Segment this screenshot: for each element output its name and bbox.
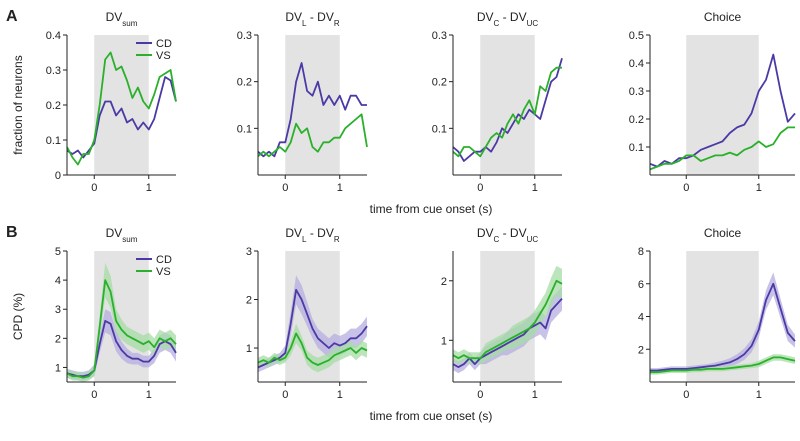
- y-tick-label: 4: [638, 312, 644, 324]
- x-axis-label-row-2: time from cue onset (s): [370, 409, 493, 423]
- y-tick-label: 0.2: [237, 77, 252, 89]
- chart-panel-7: 1 2 0 1 DVC - DVUC: [441, 226, 563, 401]
- x-tick-label: 1: [756, 182, 762, 194]
- series-line-vs: [650, 356, 796, 374]
- legend-label-vs: VS: [156, 50, 171, 62]
- series-line-vs: [66, 51, 177, 166]
- x-tick-label: 0: [477, 182, 483, 194]
- series-line-vs: [649, 126, 795, 171]
- series-line-cd: [650, 282, 796, 372]
- x-tick-label: 1: [337, 389, 343, 401]
- y-axis-label-B: CPD (%): [11, 293, 25, 340]
- y-tick-label: 2: [441, 276, 447, 288]
- x-tick-label: 1: [146, 182, 152, 194]
- y-tick-label: 0.3: [629, 86, 644, 98]
- band-vs: [67, 262, 176, 382]
- chart-title: Choice: [704, 10, 742, 24]
- series-line-vs: [452, 66, 562, 158]
- panel-label-B: B: [6, 224, 18, 241]
- series-line-vs: [257, 332, 368, 366]
- chart-title: DVC - DVUC: [477, 10, 539, 28]
- y-tick-label: 5: [55, 246, 61, 258]
- x-tick-label: 0: [683, 389, 689, 401]
- y-tick-label: 0.3: [432, 30, 447, 42]
- y-tick-label: 0.1: [629, 142, 644, 154]
- panel-label-A: A: [6, 8, 18, 25]
- y-tick-label: 8: [638, 246, 644, 258]
- chart-title: DVsum: [106, 226, 138, 244]
- y-tick-label: 0: [55, 170, 61, 182]
- band-vs: [258, 323, 367, 373]
- chart-panel-8: 2 4 6 8 0 1 Choice: [638, 226, 796, 401]
- x-tick-label: 0: [282, 182, 288, 194]
- chart-panel-3: 0.1 0.2 0.3 0 1 DVC - DVUC: [432, 10, 563, 194]
- chart-title: DVL - DVR: [285, 226, 339, 244]
- y-tick-label: 0.3: [46, 65, 61, 77]
- x-axis-label-row-1: time from cue onset (s): [370, 202, 493, 216]
- x-tick-label: 1: [532, 182, 538, 194]
- series-line-cd: [452, 297, 563, 369]
- legend-label-vs: VS: [156, 266, 171, 278]
- chart-panel-4: 0.1 0.2 0.3 0.4 0.5 0 1 Choice: [629, 10, 796, 194]
- cue-window-shade: [285, 35, 340, 175]
- y-tick-label: 2: [638, 344, 644, 356]
- y-axis-label-A: fraction of neurons: [11, 55, 25, 154]
- chart-title: DVL - DVR: [285, 10, 339, 28]
- series-line-cd: [66, 76, 177, 159]
- y-tick-label: 0.4: [46, 30, 61, 42]
- cue-window-shade: [686, 35, 759, 175]
- y-tick-label: 2: [55, 333, 61, 345]
- chart-title: DVC - DVUC: [477, 226, 539, 244]
- y-tick-label: 6: [638, 279, 644, 291]
- x-tick-label: 1: [756, 389, 762, 401]
- series-line-vs: [257, 113, 368, 158]
- y-tick-label: 4: [55, 275, 61, 287]
- series-line-vs: [452, 279, 563, 360]
- chart-panel-2: 0.1 0.2 0.3 0 1 DVL - DVR: [237, 10, 368, 194]
- legend-label-cd: CD: [156, 254, 172, 266]
- x-tick-label: 1: [337, 182, 343, 194]
- chart-title: Choice: [704, 226, 742, 240]
- y-tick-label: 0.1: [46, 135, 61, 147]
- y-tick-label: 0.5: [629, 30, 644, 42]
- x-tick-label: 0: [477, 389, 483, 401]
- series-line-cd: [452, 58, 563, 162]
- y-tick-label: 2: [246, 295, 252, 307]
- chart-panel-6: 1 2 3 0 1 DVL - DVR: [246, 226, 368, 401]
- y-tick-label: 1: [55, 362, 61, 374]
- y-tick-label: 0.2: [46, 100, 61, 112]
- y-tick-label: 0.4: [629, 58, 644, 70]
- legend-label-cd: CD: [156, 38, 172, 50]
- y-tick-label: 3: [55, 304, 61, 316]
- band-cd: [67, 309, 176, 381]
- y-tick-label: 0.2: [432, 77, 447, 89]
- y-tick-label: 3: [246, 246, 252, 258]
- chart-title: DVsum: [106, 10, 138, 28]
- y-tick-label: 0.1: [432, 123, 447, 135]
- x-tick-label: 1: [532, 389, 538, 401]
- y-tick-label: 0.1: [237, 123, 252, 135]
- x-tick-label: 1: [146, 389, 152, 401]
- x-tick-label: 0: [91, 389, 97, 401]
- x-tick-label: 0: [683, 182, 689, 194]
- series-line-cd: [66, 319, 177, 378]
- cue-window-shade: [686, 251, 759, 382]
- x-tick-label: 0: [282, 389, 288, 401]
- series-line-cd: [257, 62, 367, 158]
- y-tick-label: 0.3: [237, 30, 252, 42]
- y-tick-label: 1: [441, 335, 447, 347]
- series-line-vs: [66, 279, 177, 379]
- y-tick-label: 1: [246, 343, 252, 355]
- y-tick-label: 0.2: [629, 114, 644, 126]
- x-tick-label: 0: [91, 182, 97, 194]
